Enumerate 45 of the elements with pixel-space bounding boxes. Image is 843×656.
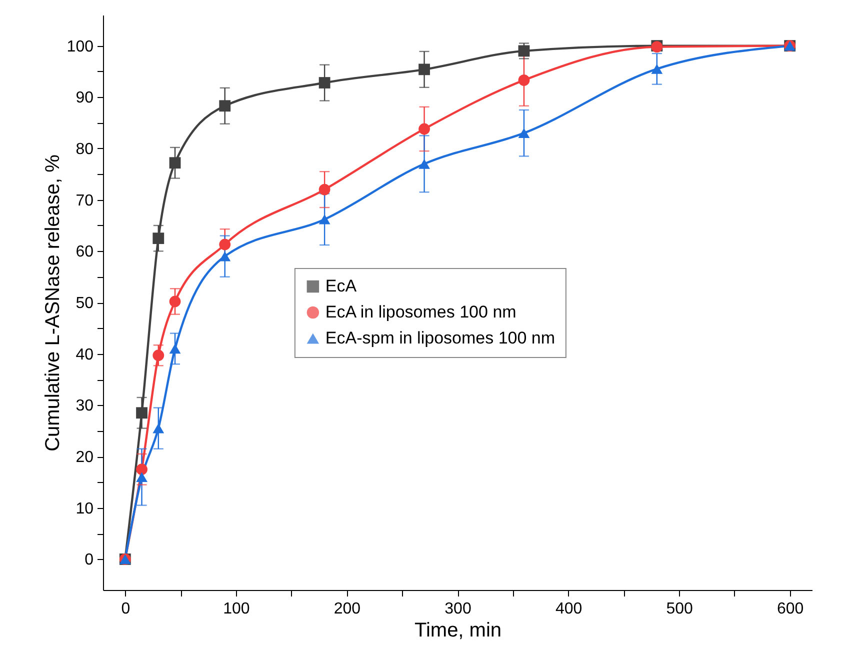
legend-label: EcA-spm in liposomes 100 nm — [325, 328, 556, 348]
point — [219, 238, 231, 250]
point — [318, 77, 330, 88]
point — [418, 64, 430, 76]
point — [518, 128, 530, 138]
point — [518, 74, 530, 86]
legend-label: EcA — [325, 276, 358, 296]
point — [152, 423, 164, 434]
y-tick-label: 30 — [76, 398, 94, 415]
y-tick-label: 70 — [76, 192, 94, 210]
point — [219, 100, 231, 112]
point — [418, 158, 430, 169]
x-tick-label: 0 — [121, 600, 130, 618]
y-tick-label: 40 — [76, 346, 94, 364]
y-tick-label: 90 — [76, 90, 94, 107]
point — [318, 214, 330, 224]
point — [152, 232, 164, 244]
point — [169, 344, 181, 354]
y-tick-label: 80 — [76, 140, 94, 158]
point — [136, 472, 148, 482]
point — [219, 251, 231, 262]
point — [169, 157, 181, 169]
x-tick-label: 100 — [223, 600, 250, 618]
point — [418, 123, 430, 135]
y-tick-label: 0 — [84, 552, 94, 569]
point — [518, 45, 530, 57]
point — [136, 464, 148, 476]
x-tick-label: 300 — [444, 600, 472, 618]
y-axis-title: Cumulative L-ASNase release, % — [42, 154, 64, 452]
point — [136, 407, 148, 419]
y-tick-label: 10 — [76, 500, 94, 518]
y-tick-label: 60 — [76, 244, 94, 261]
x-tick-label: 500 — [666, 600, 694, 618]
point — [318, 184, 330, 196]
x-tick-label: 400 — [555, 600, 582, 618]
point — [169, 296, 181, 308]
point — [651, 64, 663, 74]
x-tick-label: 200 — [334, 600, 361, 618]
y-tick-label: 100 — [66, 38, 94, 56]
x-tick-label: 600 — [776, 600, 804, 618]
y-tick-label: 20 — [76, 449, 94, 466]
legend-label: EcA in liposomes 100 nm — [325, 302, 516, 322]
x-axis-title: Time, min — [414, 620, 502, 642]
point — [152, 350, 164, 362]
y-tick-label: 50 — [76, 295, 94, 312]
